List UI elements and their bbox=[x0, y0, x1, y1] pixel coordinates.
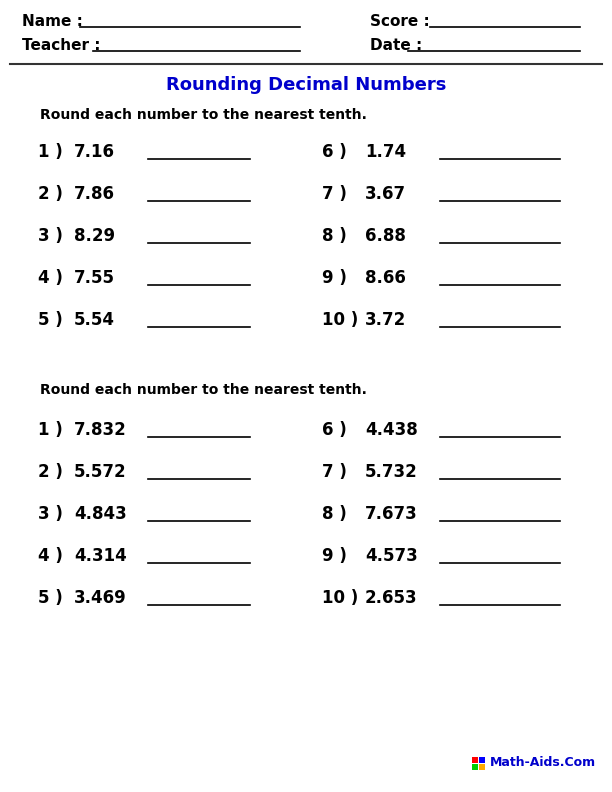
Text: 4 ): 4 ) bbox=[38, 269, 63, 287]
FancyBboxPatch shape bbox=[479, 764, 485, 770]
Text: 1.74: 1.74 bbox=[365, 143, 406, 161]
Text: 4.438: 4.438 bbox=[365, 421, 418, 439]
Text: 9 ): 9 ) bbox=[322, 269, 347, 287]
Text: 4.314: 4.314 bbox=[74, 547, 127, 565]
Text: 7 ): 7 ) bbox=[322, 463, 347, 481]
Text: 4.843: 4.843 bbox=[74, 505, 127, 523]
Text: Score :: Score : bbox=[370, 14, 430, 29]
Text: 5.54: 5.54 bbox=[74, 311, 115, 329]
Text: Name :: Name : bbox=[22, 14, 83, 29]
FancyBboxPatch shape bbox=[479, 757, 485, 763]
Text: Rounding Decimal Numbers: Rounding Decimal Numbers bbox=[166, 76, 446, 94]
Text: 5.572: 5.572 bbox=[74, 463, 127, 481]
Text: 8 ): 8 ) bbox=[322, 227, 347, 245]
Text: 6 ): 6 ) bbox=[322, 421, 347, 439]
FancyBboxPatch shape bbox=[472, 764, 478, 770]
Text: 7.16: 7.16 bbox=[74, 143, 115, 161]
Text: Round each number to the nearest tenth.: Round each number to the nearest tenth. bbox=[40, 383, 367, 397]
Text: Teacher :: Teacher : bbox=[22, 38, 100, 53]
Text: 1 ): 1 ) bbox=[38, 421, 63, 439]
Text: 2 ): 2 ) bbox=[38, 463, 63, 481]
Text: Round each number to the nearest tenth.: Round each number to the nearest tenth. bbox=[40, 108, 367, 122]
Text: 3.67: 3.67 bbox=[365, 185, 406, 203]
Text: 3.72: 3.72 bbox=[365, 311, 406, 329]
Text: 3 ): 3 ) bbox=[38, 505, 63, 523]
Text: 1 ): 1 ) bbox=[38, 143, 63, 161]
Text: 7.55: 7.55 bbox=[74, 269, 115, 287]
Text: 7.832: 7.832 bbox=[74, 421, 127, 439]
Text: 9 ): 9 ) bbox=[322, 547, 347, 565]
Text: 5.732: 5.732 bbox=[365, 463, 418, 481]
Text: Date :: Date : bbox=[370, 38, 422, 53]
Text: 5 ): 5 ) bbox=[38, 589, 63, 607]
Text: 10 ): 10 ) bbox=[322, 589, 358, 607]
Text: 10 ): 10 ) bbox=[322, 311, 358, 329]
Text: 2.653: 2.653 bbox=[365, 589, 417, 607]
Text: 6 ): 6 ) bbox=[322, 143, 347, 161]
Text: 8.29: 8.29 bbox=[74, 227, 115, 245]
Text: 5 ): 5 ) bbox=[38, 311, 63, 329]
Text: 2 ): 2 ) bbox=[38, 185, 63, 203]
Text: 3.469: 3.469 bbox=[74, 589, 127, 607]
FancyBboxPatch shape bbox=[472, 757, 478, 763]
Text: 4.573: 4.573 bbox=[365, 547, 418, 565]
Text: 8 ): 8 ) bbox=[322, 505, 347, 523]
Text: 6.88: 6.88 bbox=[365, 227, 406, 245]
Text: 3 ): 3 ) bbox=[38, 227, 63, 245]
Text: 4 ): 4 ) bbox=[38, 547, 63, 565]
Text: 8.66: 8.66 bbox=[365, 269, 406, 287]
Text: 7 ): 7 ) bbox=[322, 185, 347, 203]
Text: 7.86: 7.86 bbox=[74, 185, 115, 203]
Text: 7.673: 7.673 bbox=[365, 505, 418, 523]
Text: Math-Aids.Com: Math-Aids.Com bbox=[490, 756, 596, 770]
